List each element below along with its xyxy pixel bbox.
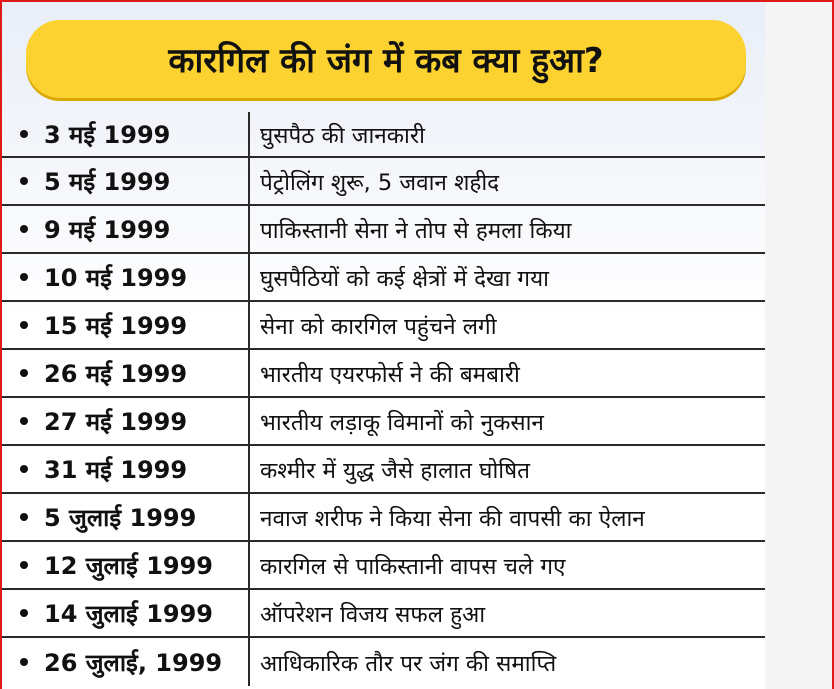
timeline-row: 3 मई 1999 घुसपैठ की जानकारी xyxy=(2,112,765,158)
event-text: भारतीय लड़ाकू विमानों को नुकसान xyxy=(260,409,544,436)
date-text: 12 जुलाई 1999 xyxy=(44,551,213,580)
event-text: सेना को कारगिल पहुंचने लगी xyxy=(260,313,497,340)
side-margin xyxy=(765,2,832,689)
date-text: 5 जुलाई 1999 xyxy=(44,503,197,532)
timeline-row: 9 मई 1999 पाकिस्तानी सेना ने तोप से हमला… xyxy=(2,206,765,254)
event-text: कश्मीर में युद्ध जैसे हालात घोषित xyxy=(260,457,530,484)
timeline-row: 27 मई 1999 भारतीय लड़ाकू विमानों को नुकस… xyxy=(2,398,765,446)
date-text: 14 जुलाई 1999 xyxy=(44,599,213,628)
timeline-row: 14 जुलाई 1999 ऑपरेशन विजय सफल हुआ xyxy=(2,590,765,638)
timeline-table: 3 मई 1999 घुसपैठ की जानकारी 5 मई 1999 पे… xyxy=(2,112,765,686)
timeline-row: 26 जुलाई, 1999 आधिकारिक तौर पर जंग की सम… xyxy=(2,638,765,686)
event-text: ऑपरेशन विजय सफल हुआ xyxy=(260,601,486,628)
timeline-row: 31 मई 1999 कश्मीर में युद्ध जैसे हालात घ… xyxy=(2,446,765,494)
bullet-icon xyxy=(20,369,28,377)
event-text: पाकिस्तानी सेना ने तोप से हमला किया xyxy=(260,217,572,244)
bullet-icon xyxy=(20,321,28,329)
date-cell: 5 मई 1999 xyxy=(2,158,250,204)
date-cell: 15 मई 1999 xyxy=(2,302,250,348)
date-cell: 5 जुलाई 1999 xyxy=(2,494,250,540)
date-cell: 26 जुलाई, 1999 xyxy=(2,638,250,686)
timeline-row: 15 मई 1999 सेना को कारगिल पहुंचने लगी xyxy=(2,302,765,350)
date-cell: 14 जुलाई 1999 xyxy=(2,590,250,636)
bullet-icon xyxy=(20,658,28,666)
date-text: 27 मई 1999 xyxy=(44,407,188,436)
event-text: घुसपैठ की जानकारी xyxy=(260,122,425,149)
date-text: 26 मई 1999 xyxy=(44,359,188,388)
date-text: 9 मई 1999 xyxy=(44,215,171,244)
title-banner: कारगिल की जंग में कब क्या हुआ? xyxy=(26,20,746,98)
timeline-row: 26 मई 1999 भारतीय एयरफोर्स ने की बमबारी xyxy=(2,350,765,398)
event-text: पेट्रोलिंग शुरू, 5 जवान शहीद xyxy=(260,169,500,196)
date-text: 10 मई 1999 xyxy=(44,263,188,292)
date-text: 15 मई 1999 xyxy=(44,311,188,340)
bullet-icon xyxy=(20,273,28,281)
bullet-icon xyxy=(20,177,28,185)
date-cell: 12 जुलाई 1999 xyxy=(2,542,250,588)
timeline-row: 5 जुलाई 1999 नवाज शरीफ ने किया सेना की व… xyxy=(2,494,765,542)
bullet-icon xyxy=(20,225,28,233)
event-text: नवाज शरीफ ने किया सेना की वापसी का ऐलान xyxy=(260,505,645,532)
event-text: कारगिल से पाकिस्तानी वापस चले गए xyxy=(260,553,566,580)
bullet-icon xyxy=(20,609,28,617)
bullet-icon xyxy=(20,513,28,521)
bullet-icon xyxy=(20,561,28,569)
timeline-row: 5 मई 1999 पेट्रोलिंग शुरू, 5 जवान शहीद xyxy=(2,158,765,206)
bullet-icon xyxy=(20,465,28,473)
date-cell: 3 मई 1999 xyxy=(2,112,250,156)
date-cell: 9 मई 1999 xyxy=(2,206,250,252)
timeline-row: 10 मई 1999 घुसपैठियों को कई क्षेत्रों मे… xyxy=(2,254,765,302)
bullet-icon xyxy=(20,417,28,425)
date-cell: 10 मई 1999 xyxy=(2,254,250,300)
bullet-icon xyxy=(20,130,28,138)
event-text: घुसपैठियों को कई क्षेत्रों में देखा गया xyxy=(260,265,549,292)
date-cell: 26 मई 1999 xyxy=(2,350,250,396)
date-text: 5 मई 1999 xyxy=(44,167,171,196)
page-title: कारगिल की जंग में कब क्या हुआ? xyxy=(168,41,604,81)
infographic-panel: कारगिल की जंग में कब क्या हुआ? xyxy=(2,2,765,689)
date-cell: 27 मई 1999 xyxy=(2,398,250,444)
timeline-row: 12 जुलाई 1999 कारगिल से पाकिस्तानी वापस … xyxy=(2,542,765,590)
date-text: 3 मई 1999 xyxy=(44,120,171,149)
date-text: 31 मई 1999 xyxy=(44,455,188,484)
date-text: 26 जुलाई, 1999 xyxy=(44,648,223,677)
date-cell: 31 मई 1999 xyxy=(2,446,250,492)
event-text: भारतीय एयरफोर्स ने की बमबारी xyxy=(260,361,520,388)
event-text: आधिकारिक तौर पर जंग की समाप्ति xyxy=(260,650,557,677)
